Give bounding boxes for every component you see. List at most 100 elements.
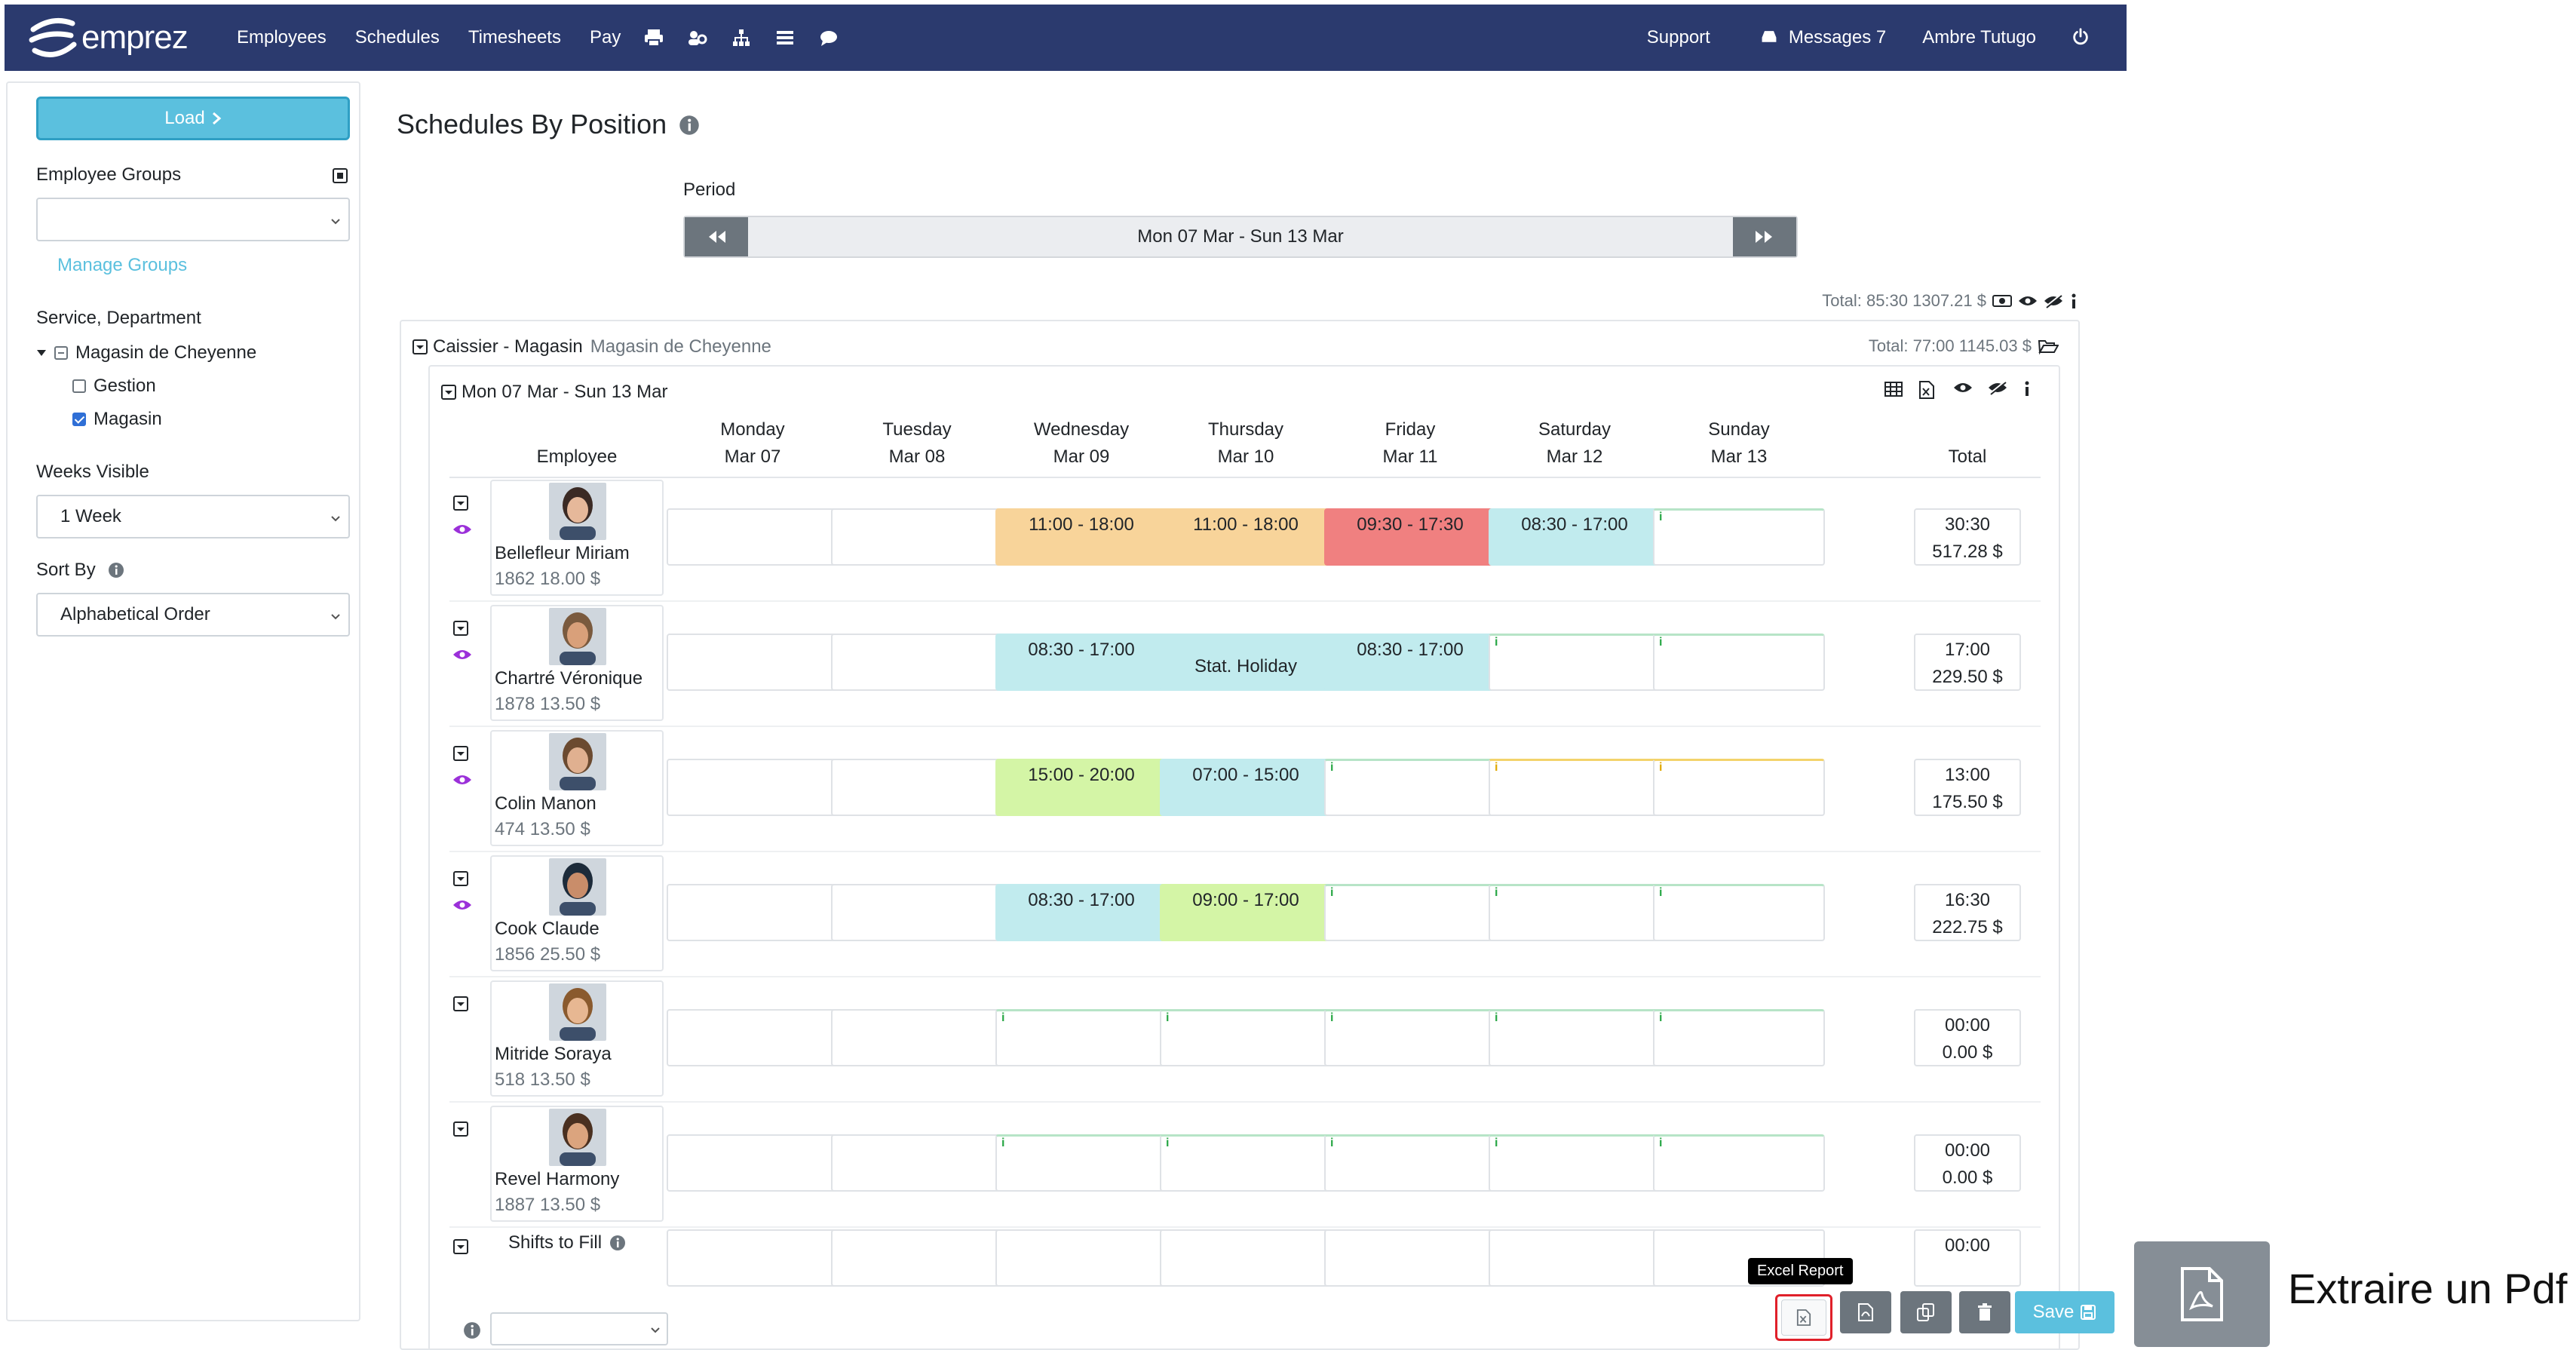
caret-down-icon[interactable] — [36, 348, 47, 358]
collapse-icon[interactable] — [440, 384, 457, 400]
availability-info-icon[interactable]: i — [1330, 1011, 1334, 1024]
nav-timesheets[interactable]: Timesheets — [468, 27, 561, 48]
eye-icon[interactable] — [2018, 293, 2038, 308]
load-button[interactable]: Load — [36, 97, 350, 140]
eye-slash-icon[interactable] — [2044, 293, 2063, 308]
row-toggle-icon[interactable] — [452, 1121, 469, 1141]
availability-info-icon[interactable]: i — [1001, 1011, 1005, 1024]
availability-info-icon[interactable]: i — [1659, 511, 1663, 523]
availability-info-icon[interactable]: i — [1659, 1011, 1663, 1024]
schedule-cell-available[interactable]: i — [1653, 1009, 1825, 1066]
nav-user[interactable]: Ambre Tutugo — [1922, 27, 2036, 48]
pdf-report-button[interactable] — [1840, 1291, 1891, 1333]
availability-info-icon[interactable]: i — [1330, 886, 1334, 899]
availability-info-icon[interactable]: i — [1166, 1011, 1170, 1024]
row-toggle-icon[interactable] — [452, 996, 469, 1016]
shift-to-fill-cell[interactable] — [1324, 1229, 1496, 1287]
availability-info-icon[interactable]: i — [1659, 886, 1663, 899]
schedule-cell-empty[interactable] — [831, 1134, 1003, 1192]
schedule-cell-available[interactable]: i — [1160, 1134, 1332, 1192]
schedule-cell-empty[interactable] — [667, 884, 839, 941]
collapse-icon[interactable] — [412, 339, 428, 355]
availability-info-icon[interactable]: i — [1659, 636, 1663, 649]
printer-icon[interactable] — [643, 27, 664, 48]
schedule-cell-available[interactable]: i — [1653, 759, 1825, 816]
schedule-cell-available[interactable]: i — [1489, 759, 1661, 816]
row-toggle-icon[interactable] — [452, 495, 469, 515]
schedule-cell-available[interactable]: i — [1489, 1009, 1661, 1066]
schedule-cell-available[interactable]: i — [1324, 884, 1496, 941]
brand-logo[interactable]: emprez — [27, 14, 208, 61]
schedule-cell-empty[interactable] — [667, 508, 839, 566]
availability-info-icon[interactable]: i — [1166, 1137, 1170, 1149]
delete-button[interactable] — [1959, 1291, 2010, 1333]
folder-open-icon[interactable] — [2038, 338, 2059, 354]
nav-support[interactable]: Support — [1646, 27, 1710, 48]
employee-groups-select[interactable] — [36, 198, 350, 241]
employee-card[interactable]: Cook Claude 1856 25.50 $ — [490, 855, 664, 971]
copy-button[interactable] — [1900, 1291, 1952, 1333]
shift-to-fill-cell[interactable] — [995, 1229, 1167, 1287]
info-icon[interactable] — [2022, 380, 2042, 400]
money-icon[interactable] — [1992, 293, 2012, 308]
nav-employees[interactable]: Employees — [237, 27, 327, 48]
eye-icon[interactable] — [452, 897, 472, 913]
magasin-checkbox[interactable] — [72, 413, 86, 426]
save-button[interactable]: Save — [2015, 1291, 2114, 1333]
row-toggle-icon[interactable] — [452, 620, 469, 640]
tree-item-gestion[interactable]: Gestion — [72, 376, 156, 397]
shift-cell[interactable]: 15:00 - 20:00 — [995, 759, 1167, 816]
info-icon[interactable] — [108, 562, 124, 578]
shift-cell[interactable]: 11:00 - 18:00 — [995, 508, 1167, 566]
row-toggle-icon[interactable] — [452, 1238, 469, 1259]
row-toggle-icon[interactable] — [452, 870, 469, 891]
excel-icon[interactable] — [1918, 380, 1938, 400]
availability-info-icon[interactable]: i — [1001, 1137, 1005, 1149]
previous-period-button[interactable] — [685, 217, 748, 256]
shift-to-fill-cell[interactable] — [831, 1229, 1003, 1287]
nav-schedules[interactable]: Schedules — [354, 27, 440, 48]
info-icon[interactable] — [609, 1235, 626, 1251]
eye-icon[interactable] — [452, 522, 472, 537]
shift-cell[interactable]: 11:00 - 18:00 — [1160, 508, 1332, 566]
tree-root-checkbox[interactable] — [54, 346, 68, 360]
eye-slash-icon[interactable] — [1988, 380, 2007, 400]
week-header[interactable]: Mon 07 Mar - Sun 13 Mar — [440, 382, 667, 403]
period-value[interactable]: Mon 07 Mar - Sun 13 Mar — [1137, 226, 1344, 247]
shift-to-fill-cell[interactable] — [667, 1229, 839, 1287]
schedule-cell-available[interactable]: i — [1653, 508, 1825, 566]
tree-root[interactable]: Magasin de Cheyenne — [36, 342, 256, 364]
schedule-cell-available[interactable]: i — [1489, 1134, 1661, 1192]
shift-to-fill-cell[interactable] — [1160, 1229, 1332, 1287]
employee-card[interactable]: Chartré Véronique 1878 13.50 $ — [490, 605, 664, 721]
schedule-cell-available[interactable]: i — [1324, 1134, 1496, 1192]
employee-card[interactable]: Mitride Soraya 518 13.50 $ — [490, 980, 664, 1097]
sitemap-icon[interactable] — [731, 27, 752, 48]
row-toggle-icon[interactable] — [452, 745, 469, 766]
shift-to-fill-cell[interactable] — [1489, 1229, 1661, 1287]
schedule-cell-empty[interactable] — [831, 1009, 1003, 1066]
chat-icon[interactable] — [818, 27, 839, 48]
schedule-cell-available[interactable]: i — [1160, 1009, 1332, 1066]
nav-messages[interactable]: Messages 7 — [1788, 27, 1887, 48]
collapse-groups-icon[interactable] — [332, 167, 348, 188]
gestion-checkbox[interactable] — [72, 379, 86, 393]
employee-card[interactable]: Colin Manon 474 13.50 $ — [490, 730, 664, 846]
eye-icon[interactable] — [1953, 380, 1973, 400]
schedule-cell-available[interactable]: i — [1489, 884, 1661, 941]
availability-info-icon[interactable]: i — [1495, 886, 1498, 899]
schedule-cell-available[interactable]: i — [1653, 634, 1825, 691]
schedule-cell-empty[interactable] — [831, 508, 1003, 566]
shift-cell[interactable]: 08:30 - 17:00 — [1324, 634, 1496, 691]
nav-pay[interactable]: Pay — [589, 27, 621, 48]
eye-icon[interactable] — [452, 647, 472, 662]
users-cog-icon[interactable] — [687, 27, 708, 48]
table-icon[interactable] — [1884, 380, 1903, 400]
info-icon[interactable] — [463, 1321, 481, 1339]
schedule-cell-available[interactable]: i — [995, 1009, 1167, 1066]
availability-info-icon[interactable]: i — [1330, 761, 1334, 774]
schedule-cell-empty[interactable] — [831, 759, 1003, 816]
schedule-cell-available[interactable]: i — [1489, 634, 1661, 691]
schedule-cell-available[interactable]: i — [995, 1134, 1167, 1192]
next-period-button[interactable] — [1733, 217, 1796, 256]
